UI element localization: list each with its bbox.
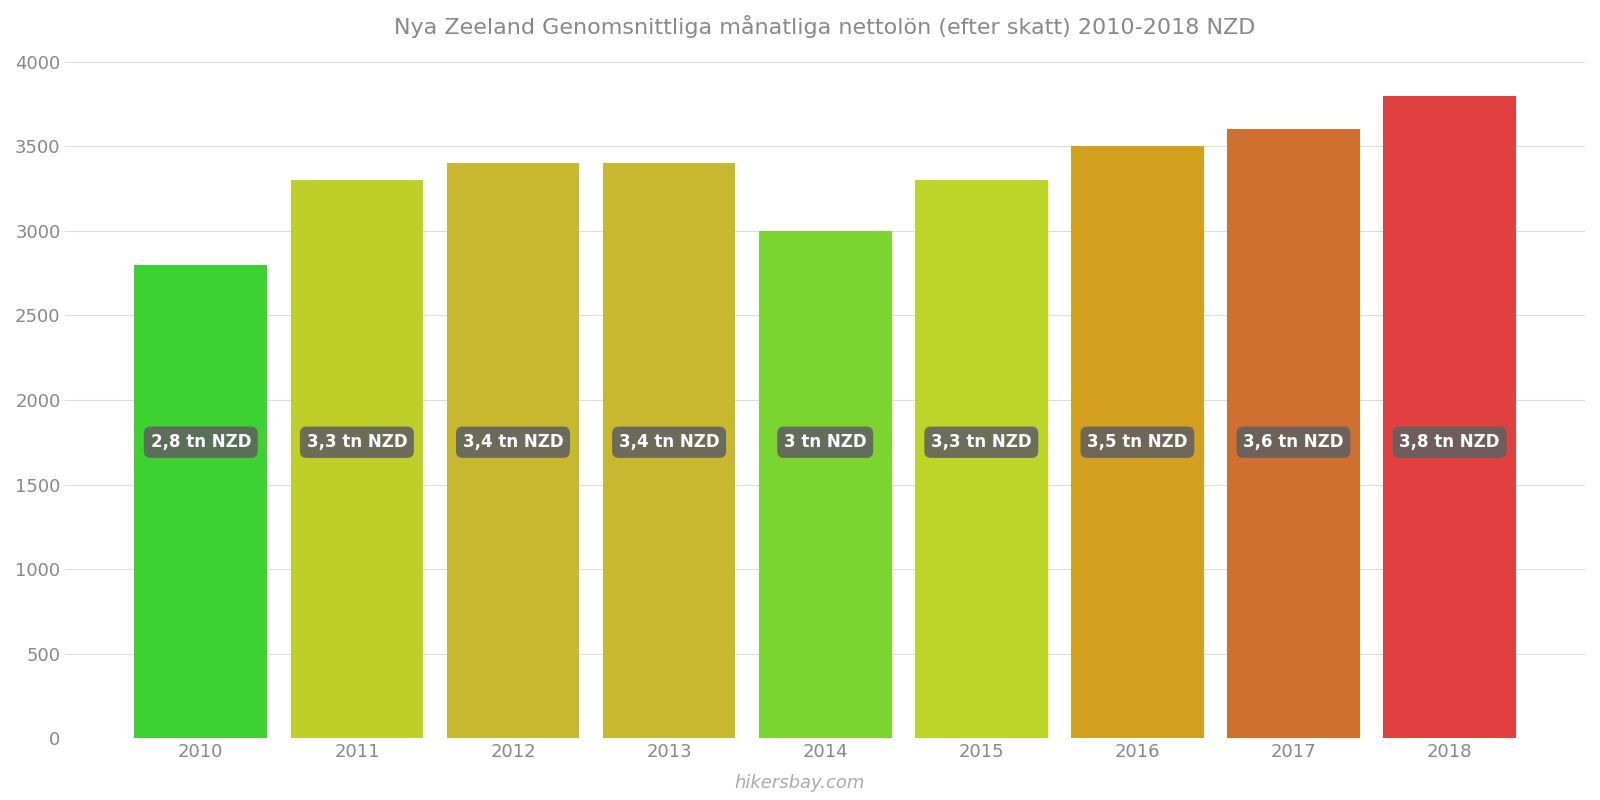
Bar [603,163,736,738]
Text: 3 tn NZD: 3 tn NZD [784,434,867,451]
Text: 3,4 tn NZD: 3,4 tn NZD [619,434,720,451]
Text: 3,5 tn NZD: 3,5 tn NZD [1086,434,1187,451]
Bar [446,163,579,738]
Bar [1070,146,1203,738]
Title: Nya Zeeland Genomsnittliga månatliga nettolön (efter skatt) 2010-2018 NZD: Nya Zeeland Genomsnittliga månatliga net… [395,15,1256,38]
Text: 3,4 tn NZD: 3,4 tn NZD [462,434,563,451]
Text: 3,8 tn NZD: 3,8 tn NZD [1400,434,1499,451]
Text: 3,6 tn NZD: 3,6 tn NZD [1243,434,1344,451]
Text: 3,3 tn NZD: 3,3 tn NZD [931,434,1032,451]
Bar [1227,130,1360,738]
Text: 3,3 tn NZD: 3,3 tn NZD [307,434,406,451]
Bar [291,180,424,738]
Bar [758,231,891,738]
Text: hikersbay.com: hikersbay.com [734,774,866,792]
Bar [915,180,1048,738]
Bar [134,265,267,738]
Text: 2,8 tn NZD: 2,8 tn NZD [150,434,251,451]
Bar [1384,95,1515,738]
